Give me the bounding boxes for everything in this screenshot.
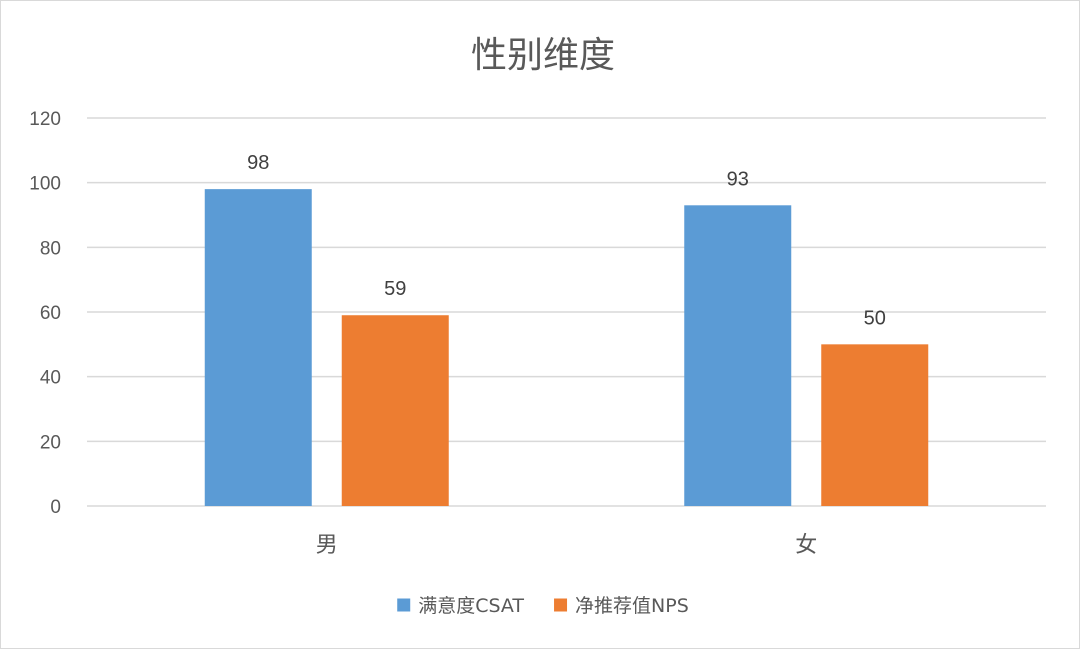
data-label: 50 <box>864 307 886 329</box>
bar <box>341 315 449 506</box>
y-tick-label: 0 <box>50 497 61 518</box>
legend-item: 净推荐值NPS <box>554 595 689 617</box>
y-tick-label: 40 <box>40 368 61 389</box>
legend-label: 净推荐值NPS <box>575 595 689 617</box>
data-label: 59 <box>384 278 406 300</box>
bar <box>821 344 929 506</box>
legend-swatch <box>397 598 411 612</box>
legend-label: 满意度CSAT <box>418 595 524 617</box>
y-tick-label: 120 <box>29 109 61 130</box>
y-tick-label: 80 <box>40 238 61 259</box>
legend: 满意度CSAT 净推荐值NPS <box>397 595 689 617</box>
y-axis-ticks: 0 20 40 60 80 100 120 <box>29 109 61 518</box>
x-axis-categories: 男女 <box>316 533 818 558</box>
y-tick-label: 100 <box>29 174 61 195</box>
data-label: 98 <box>247 152 269 174</box>
data-label: 93 <box>727 168 749 190</box>
legend-item: 满意度CSAT <box>397 595 524 617</box>
y-tick-label: 20 <box>40 432 61 453</box>
bar <box>204 189 312 506</box>
bars <box>204 189 929 507</box>
x-category-label: 男 <box>316 533 338 558</box>
data-labels: 98 59 93 50 <box>247 152 886 329</box>
legend-swatch <box>554 598 568 612</box>
x-category-label: 女 <box>795 533 817 558</box>
bar <box>684 205 792 507</box>
chart-title: 性别维度 <box>471 35 615 76</box>
y-tick-label: 60 <box>40 303 61 324</box>
